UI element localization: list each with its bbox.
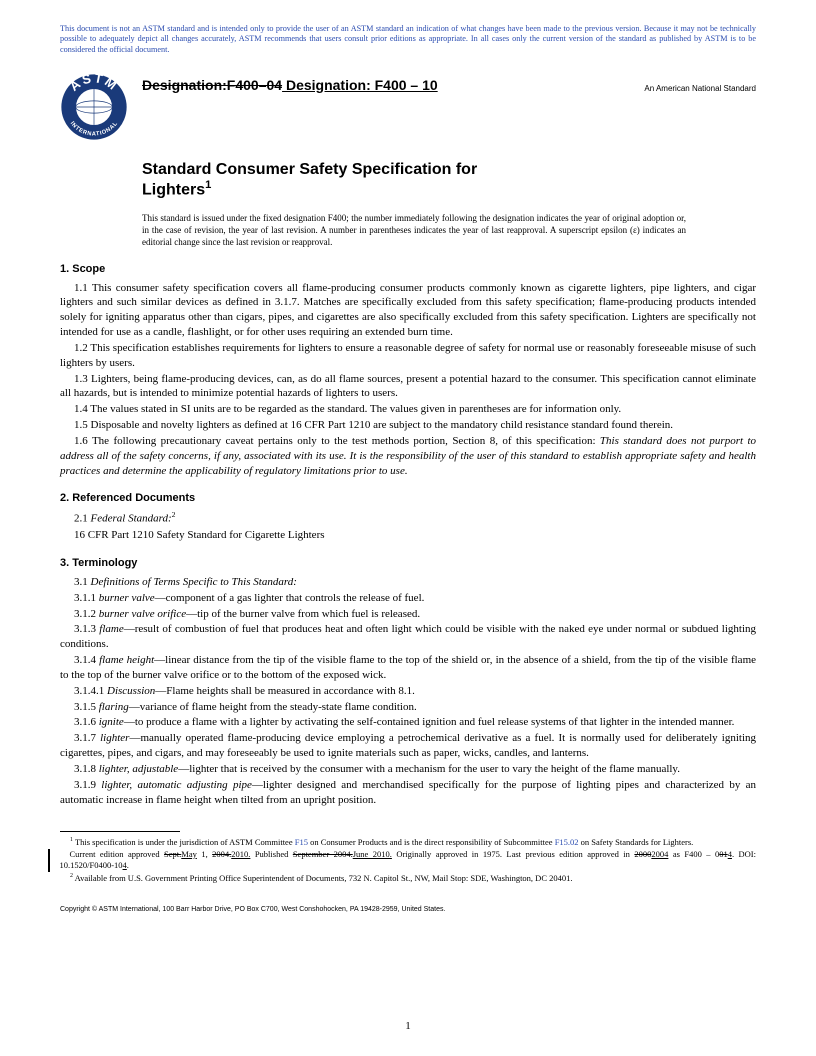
old-designation: Designation:F400–04 bbox=[142, 77, 282, 93]
def-burner-valve: 3.1.1 burner valve—component of a gas li… bbox=[60, 591, 756, 606]
top-disclaimer: This document is not an ASTM standard an… bbox=[60, 24, 756, 55]
copyright-line: Copyright © ASTM International, 100 Barr… bbox=[60, 906, 756, 913]
def-burner-valve-orifice: 3.1.2 burner valve orifice—tip of the bu… bbox=[60, 607, 756, 622]
title-line-1: Standard Consumer Safety Specification f… bbox=[142, 161, 477, 178]
footnote-separator bbox=[60, 831, 180, 832]
def-lighter-adjustable: 3.1.8 lighter, adjustable—lighter that i… bbox=[60, 762, 756, 777]
section-1-head: 1. Scope bbox=[60, 263, 756, 275]
def-flaring: 3.1.5 flaring—variance of flame height f… bbox=[60, 700, 756, 715]
para-1-2: 1.2 This specification establishes requi… bbox=[60, 341, 756, 371]
para-1-3: 1.3 Lighters, being flame-producing devi… bbox=[60, 372, 756, 402]
para-1-4: 1.4 The values stated in SI units are to… bbox=[60, 402, 756, 417]
para-3-1: 3.1 Definitions of Terms Specific to Thi… bbox=[60, 575, 756, 590]
def-flame-height-discussion: 3.1.4.1 Discussion—Flame heights shall b… bbox=[60, 684, 756, 699]
national-standard-note: An American National Standard bbox=[644, 84, 756, 93]
def-lighter: 3.1.7 lighter—manually operated flame-pr… bbox=[60, 731, 756, 761]
def-ignite: 3.1.6 ignite—to produce a flame with a l… bbox=[60, 715, 756, 730]
title-line-2: Lighters bbox=[142, 181, 205, 198]
def-lighter-auto-pipe: 3.1.9 lighter, automatic adjusting pipe—… bbox=[60, 778, 756, 808]
title-footnote-ref: 1 bbox=[205, 179, 211, 191]
footnote-2: 2 Available from U.S. Government Printin… bbox=[60, 872, 756, 884]
footnote-1-line2: Current edition approved Sept.May 1, 200… bbox=[48, 849, 756, 872]
ref-16cfr1210: 16 CFR Part 1210 Safety Standard for Cig… bbox=[60, 528, 756, 543]
section-2-head: 2. Referenced Documents bbox=[60, 492, 756, 504]
astm-logo: ASTM INTERNATIONAL bbox=[60, 73, 128, 146]
page-number: 1 bbox=[0, 1020, 816, 1032]
document-title: Standard Consumer Safety Specification f… bbox=[142, 160, 756, 200]
footnote-1: 1 This specification is under the jurisd… bbox=[60, 836, 756, 848]
para-1-5: 1.5 Disposable and novelty lighters as d… bbox=[60, 418, 756, 433]
para-2-1: 2.1 Federal Standard:2 bbox=[60, 510, 756, 527]
issuance-note: This standard is issued under the fixed … bbox=[142, 213, 756, 248]
def-flame: 3.1.3 flame—result of combustion of fuel… bbox=[60, 622, 756, 652]
para-1-6: 1.6 The following precautionary caveat p… bbox=[60, 434, 756, 479]
para-1-1: 1.1 This consumer safety specification c… bbox=[60, 281, 756, 340]
def-flame-height: 3.1.4 flame height—linear distance from … bbox=[60, 653, 756, 683]
section-3-head: 3. Terminology bbox=[60, 557, 756, 569]
new-designation: Designation: F400 – 10 bbox=[282, 77, 438, 93]
